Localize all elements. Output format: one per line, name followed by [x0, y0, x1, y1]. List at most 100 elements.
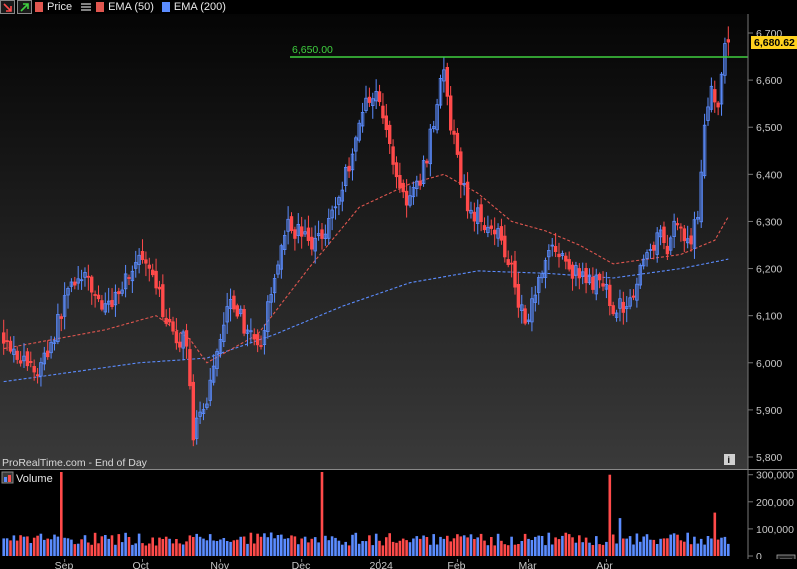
candle — [384, 115, 388, 131]
volume-bar — [574, 542, 578, 556]
candle — [706, 106, 710, 121]
volume-bar — [269, 532, 273, 556]
candle — [648, 249, 653, 251]
candle — [387, 124, 392, 145]
volume-bar — [293, 536, 297, 556]
candle — [5, 340, 9, 343]
volume-bar — [510, 536, 513, 556]
volume-bar — [527, 538, 530, 556]
candle — [161, 284, 165, 318]
candle — [597, 273, 602, 281]
volume-bar — [571, 537, 574, 556]
legend-ema50[interactable]: EMA (50) — [108, 1, 154, 13]
volume-bar — [449, 541, 452, 556]
ema200-swatch — [161, 2, 170, 12]
time-axis — [0, 559, 797, 569]
volume-bar — [378, 540, 381, 556]
candle — [188, 349, 192, 387]
volume-bar — [364, 541, 368, 556]
candle — [665, 245, 670, 255]
volume-bar — [456, 534, 459, 556]
volume-bar — [242, 536, 246, 556]
volume-bar — [198, 536, 202, 556]
data-source-label: ProRealTime.com - End of Day — [2, 457, 148, 469]
candle — [425, 160, 429, 164]
volume-bar — [134, 543, 137, 556]
candle — [587, 274, 592, 284]
volume-bar — [188, 535, 192, 556]
volume-bar — [598, 544, 601, 556]
up-arrow-icon[interactable] — [17, 0, 32, 14]
volume-bar — [584, 537, 588, 556]
volume-bar — [36, 535, 39, 556]
volume-bar — [696, 543, 700, 556]
volume-bar — [263, 533, 266, 556]
candle — [215, 351, 219, 370]
candle — [547, 249, 551, 258]
candle — [327, 217, 331, 239]
volume-legend[interactable]: Volume — [1, 471, 53, 485]
volume-bar — [76, 543, 80, 556]
volume-bar — [500, 540, 503, 556]
legend-ema200[interactable]: EMA (200) — [173, 1, 226, 13]
candle — [113, 291, 118, 306]
candle — [147, 264, 151, 269]
volume-bar — [161, 539, 165, 556]
candle — [513, 260, 517, 288]
candle — [465, 181, 470, 212]
candle — [56, 313, 60, 342]
candle — [35, 374, 40, 377]
volume-bar — [26, 536, 29, 556]
volume-bar — [710, 538, 713, 556]
time-tick-label: Nov — [210, 560, 229, 569]
volume-bar — [716, 539, 720, 556]
volume-bar — [80, 539, 83, 556]
candle — [333, 206, 338, 209]
last-price-box — [751, 36, 797, 49]
candle — [127, 277, 131, 279]
volume-bar — [693, 536, 696, 556]
volume-bar — [537, 535, 540, 556]
volume-bar — [564, 532, 568, 556]
volume-bar — [408, 542, 412, 556]
candle — [526, 319, 531, 322]
ema50-line — [3, 173, 729, 364]
candle — [90, 276, 94, 293]
line-list-icon[interactable] — [80, 2, 92, 12]
candle — [503, 235, 507, 258]
volume-bar — [239, 536, 242, 556]
candle — [533, 294, 537, 303]
candle — [702, 124, 707, 177]
candle — [103, 303, 107, 313]
candle — [520, 304, 524, 311]
volume-bar — [22, 536, 26, 556]
candle — [574, 265, 578, 276]
volume-bar — [168, 538, 171, 556]
candle — [69, 281, 74, 287]
volume-bar — [39, 533, 43, 556]
candle — [516, 283, 521, 308]
candle — [662, 226, 666, 244]
volume-bar — [351, 534, 354, 556]
volume-bar — [256, 533, 259, 556]
candle — [594, 274, 598, 295]
info-icon[interactable]: i — [724, 454, 735, 465]
volume-tick-label: 200,000 — [756, 497, 794, 509]
candle — [306, 227, 311, 242]
volume-bar — [655, 544, 659, 556]
candle — [492, 229, 497, 235]
volume-bar — [2, 538, 5, 556]
volume-bar — [90, 544, 93, 556]
down-arrow-icon[interactable] — [0, 0, 15, 14]
legend-price[interactable]: Price — [47, 1, 73, 13]
volume-bar — [486, 545, 490, 556]
volume-bar — [303, 536, 307, 556]
candle — [415, 180, 419, 190]
candle — [479, 204, 483, 222]
volume-bar — [550, 544, 554, 556]
candle — [262, 330, 267, 346]
candle — [249, 330, 253, 333]
candle — [171, 321, 175, 332]
volume-bar — [517, 544, 520, 556]
candle — [276, 264, 280, 275]
